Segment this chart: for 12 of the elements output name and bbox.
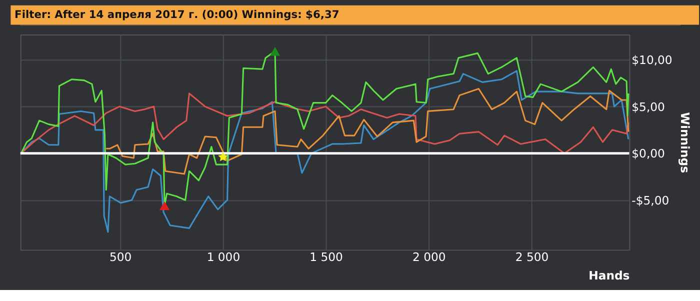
y-tick-label: -$5,00 <box>632 193 670 208</box>
chart-title: Filter: After 14 апреля 2017 г. (0:00) Winnings: $6,37 <box>14 8 340 21</box>
y-tick-label: $10,00 <box>632 53 672 68</box>
x-tick-label: 2 500 <box>515 250 549 264</box>
x-tick-label: 1 000 <box>206 250 240 264</box>
x-tick-label: 2 000 <box>412 250 446 264</box>
y-tick-label: $5,00 <box>632 100 665 114</box>
x-axis-title: Hands <box>588 268 630 282</box>
y-axis-title: Winnings <box>678 112 692 174</box>
x-tick-label: 1 500 <box>310 250 343 264</box>
x-tick-label: 500 <box>110 250 132 264</box>
y-tick-label: $0,00 <box>632 146 665 161</box>
